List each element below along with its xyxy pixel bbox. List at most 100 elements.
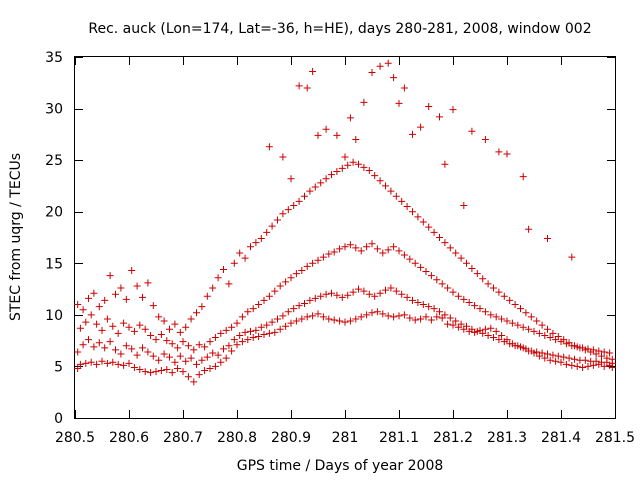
data-point <box>112 290 119 298</box>
data-point <box>206 364 214 372</box>
data-point <box>265 292 273 300</box>
data-point <box>174 344 182 352</box>
data-point <box>463 259 470 267</box>
data-point <box>76 324 84 332</box>
data-point <box>487 324 495 332</box>
data-point <box>274 315 281 323</box>
data-point <box>471 302 479 310</box>
data-point <box>141 368 149 376</box>
data-point <box>384 312 392 320</box>
data-point <box>368 240 376 248</box>
data-point <box>479 329 487 337</box>
data-point <box>368 68 376 76</box>
data-point <box>355 285 362 293</box>
data-point <box>562 360 570 368</box>
data-point <box>484 331 492 339</box>
data-point <box>309 67 317 75</box>
data-point <box>263 321 271 329</box>
data-point <box>260 296 268 304</box>
data-point <box>365 290 373 298</box>
data-point <box>398 197 406 205</box>
data-point <box>600 362 608 370</box>
data-point <box>514 321 522 329</box>
data-point <box>314 256 322 264</box>
data-point <box>341 243 349 251</box>
data-point <box>463 322 470 330</box>
data-point <box>457 320 465 328</box>
data-point <box>444 320 452 328</box>
data-point <box>260 330 268 338</box>
data-point <box>155 356 163 364</box>
data-point <box>338 164 346 172</box>
data-point <box>252 326 260 334</box>
data-point <box>460 202 468 210</box>
data-point <box>508 319 516 327</box>
data-point <box>271 287 279 295</box>
data-point <box>433 313 441 321</box>
data-point <box>444 284 452 292</box>
data-point <box>427 272 435 280</box>
data-point <box>117 284 125 292</box>
data-point <box>268 318 276 326</box>
data-point <box>147 331 155 339</box>
data-point <box>568 253 576 261</box>
data-point <box>103 315 111 323</box>
data-point <box>120 361 128 369</box>
data-point <box>319 253 327 261</box>
data-point <box>295 82 303 90</box>
data-point <box>352 315 360 323</box>
data-point <box>298 267 306 275</box>
data-point <box>390 313 398 321</box>
data-point <box>360 98 368 106</box>
data-point <box>249 334 257 342</box>
data-point <box>144 348 152 356</box>
data-point <box>211 362 219 370</box>
data-point <box>130 363 138 371</box>
data-point <box>82 318 90 326</box>
data-point <box>371 172 379 180</box>
data-point <box>557 358 565 366</box>
data-point <box>568 361 576 369</box>
data-point <box>390 74 398 82</box>
data-point <box>363 243 371 251</box>
data-point <box>376 62 384 70</box>
data-point <box>306 187 314 195</box>
x-tick-label: 280.7 <box>163 430 203 446</box>
data-point <box>430 228 438 236</box>
data-point <box>322 175 330 183</box>
data-point <box>495 148 503 156</box>
data-point <box>449 288 457 296</box>
data-point <box>360 287 368 295</box>
data-point <box>506 296 514 304</box>
data-point <box>519 323 527 331</box>
data-point <box>446 314 454 322</box>
y-tick-label: 30 <box>45 102 63 118</box>
data-point <box>419 218 427 226</box>
data-point <box>82 359 90 367</box>
data-point <box>122 295 130 303</box>
data-point <box>571 355 578 363</box>
data-point <box>533 317 541 325</box>
data-point <box>392 287 400 295</box>
data-point <box>263 228 271 236</box>
data-point <box>409 208 416 216</box>
data-point <box>544 350 551 358</box>
data-point <box>544 235 551 243</box>
data-point <box>290 305 298 313</box>
data-point <box>203 292 211 300</box>
data-point <box>265 143 273 151</box>
data-point <box>136 366 144 374</box>
data-point <box>325 250 333 258</box>
data-point <box>106 338 114 346</box>
data-point <box>109 322 117 330</box>
y-tick-label: 5 <box>54 359 63 375</box>
data-point <box>255 301 263 309</box>
x-tick-label: 281.5 <box>595 430 635 446</box>
data-point <box>74 301 82 309</box>
data-point <box>452 249 460 257</box>
data-point <box>400 251 408 259</box>
data-point <box>371 292 379 300</box>
y-tick-label: 35 <box>45 50 63 66</box>
data-point <box>390 243 398 251</box>
data-point <box>252 239 260 247</box>
